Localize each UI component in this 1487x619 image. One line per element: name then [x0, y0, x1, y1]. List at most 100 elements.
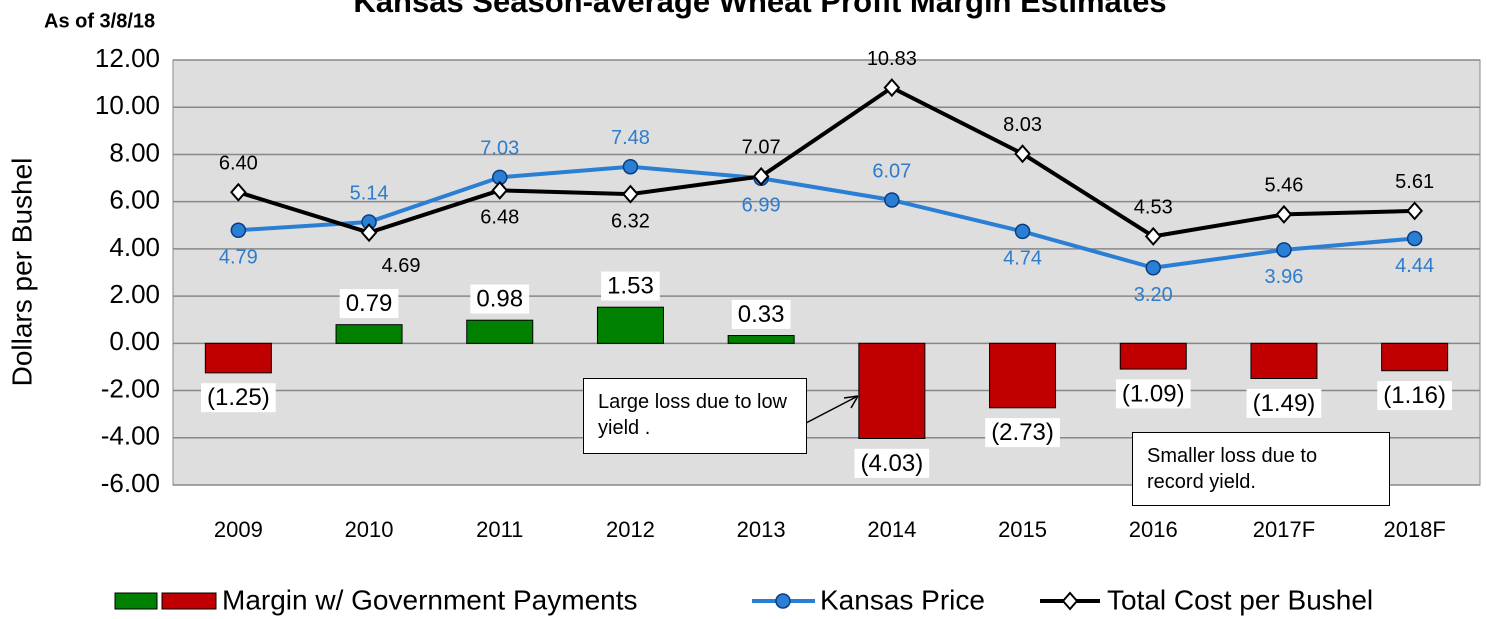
bar — [858, 342, 926, 439]
data-label: 6.40 — [219, 153, 258, 175]
y-tick-label: 10.00 — [95, 90, 160, 120]
label-background — [339, 289, 399, 319]
bar — [989, 342, 1057, 409]
y-tick-label: 8.00 — [109, 137, 160, 167]
chart-subtitle: As of 3/8/18 — [44, 10, 155, 32]
marker — [883, 78, 901, 98]
data-label: 4.44 — [1395, 255, 1434, 277]
legend-label: Margin w/ Government Payments — [222, 584, 638, 615]
data-label: (1.25) — [207, 384, 270, 411]
marker — [230, 182, 247, 202]
data-label: (1.09) — [1122, 380, 1185, 407]
legend-label: Total Cost per Bushel — [1107, 584, 1373, 615]
annotation-arrowhead — [843, 395, 859, 409]
legend-label: Kansas Price — [820, 584, 985, 615]
y-tick-label: 2.00 — [109, 279, 160, 309]
data-label: 7.48 — [611, 127, 650, 149]
marker — [1406, 230, 1423, 247]
data-label: 4.69 — [382, 255, 421, 277]
marker — [491, 180, 509, 200]
data-label: 10.83 — [867, 48, 917, 70]
label-background — [200, 383, 276, 413]
marker — [1145, 260, 1161, 276]
data-label: 4.79 — [219, 247, 258, 269]
x-tick-label: 2018F — [1383, 517, 1445, 542]
bar — [204, 342, 272, 374]
label-background — [985, 418, 1060, 448]
y-axis-label: Dollars per Bushel — [6, 158, 37, 387]
x-tick-label: 2010 — [345, 517, 394, 542]
data-label: 5.14 — [350, 182, 389, 204]
data-label: 0.33 — [738, 301, 785, 328]
data-label: 6.07 — [872, 160, 911, 182]
data-label: 4.53 — [1134, 197, 1173, 219]
data-label: 5.46 — [1264, 175, 1303, 197]
x-tick-label: 2011 — [476, 517, 523, 542]
y-tick-label: 4.00 — [109, 232, 160, 262]
y-tick-label: 0.00 — [109, 326, 160, 356]
bar — [335, 324, 403, 344]
data-label: 6.32 — [611, 210, 650, 232]
data-label: (1.49) — [1253, 390, 1316, 417]
bar — [1381, 342, 1449, 372]
legend-marker — [775, 593, 791, 609]
data-label: 1.53 — [607, 273, 654, 300]
marker — [752, 166, 770, 186]
data-label: 7.03 — [480, 138, 519, 160]
data-label: 0.79 — [346, 290, 393, 317]
bar — [596, 306, 664, 344]
data-label: 0.98 — [476, 286, 523, 313]
line — [238, 164, 1415, 270]
x-tick-label: 2015 — [998, 517, 1047, 542]
marker — [230, 222, 247, 238]
label-background — [470, 284, 530, 314]
marker — [1406, 201, 1423, 221]
data-label: 3.20 — [1134, 284, 1173, 306]
y-tick-label: 6.00 — [109, 185, 160, 215]
label-background — [1115, 379, 1191, 409]
data-label: 8.03 — [1003, 114, 1042, 136]
data-label: 7.07 — [742, 137, 781, 159]
x-tick-label: 2017F — [1253, 517, 1315, 542]
marker — [884, 192, 900, 208]
bar — [1119, 342, 1187, 370]
label-background — [854, 448, 930, 478]
label-background — [731, 299, 791, 329]
bar — [1250, 342, 1318, 380]
line — [237, 85, 1415, 239]
annotation: Large loss due to low yield . — [583, 378, 807, 454]
marker — [622, 184, 639, 204]
x-tick-label: 2013 — [737, 517, 786, 542]
y-tick-label: -2.00 — [101, 373, 160, 403]
marker — [1014, 144, 1031, 164]
chart-title: Kansas Season-average Wheat Profit Margi… — [353, 0, 1166, 19]
x-tick-label: 2014 — [867, 517, 916, 542]
marker — [1276, 242, 1292, 258]
annotation: Smaller loss due to record yield. — [1132, 432, 1390, 506]
marker — [622, 158, 639, 175]
data-label: (4.03) — [860, 450, 923, 477]
marker — [1144, 226, 1162, 246]
marker — [360, 223, 378, 243]
bar — [727, 335, 795, 344]
marker — [1275, 204, 1293, 224]
x-tick-label: 2016 — [1129, 517, 1178, 542]
marker — [1014, 223, 1031, 240]
x-tick-label: 2009 — [214, 517, 263, 542]
y-tick-label: -4.00 — [101, 421, 160, 451]
data-label: (1.16) — [1383, 382, 1446, 409]
annotation-arrow — [805, 396, 857, 424]
label-background — [1377, 381, 1453, 411]
x-tick-label: 2012 — [606, 517, 655, 542]
legend-swatch — [114, 592, 158, 610]
data-label: 3.96 — [1264, 266, 1303, 288]
data-label: 4.74 — [1003, 248, 1042, 270]
y-tick-label: -6.00 — [101, 468, 160, 498]
y-tick-label: 12.00 — [95, 43, 160, 73]
label-background — [1246, 388, 1322, 418]
data-label: 6.99 — [742, 195, 781, 217]
data-label: (2.73) — [991, 419, 1054, 446]
bar — [466, 319, 534, 344]
